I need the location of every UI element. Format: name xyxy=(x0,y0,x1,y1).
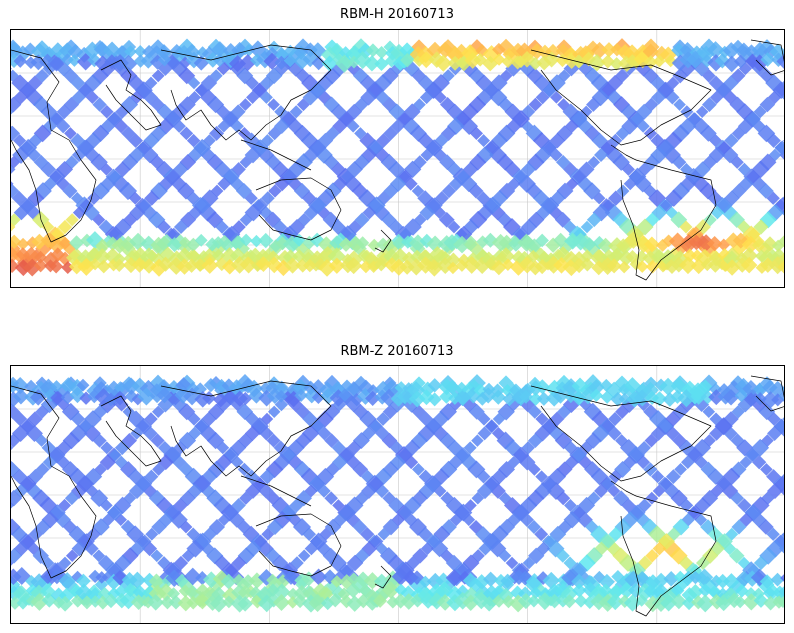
map-canvas-rbm-z xyxy=(11,366,784,623)
panel-title-rbm-h: RBM-H 20160713 xyxy=(340,7,454,22)
coastlines xyxy=(11,375,784,617)
map-panel-rbm-z xyxy=(10,365,785,624)
map-panel-rbm-h xyxy=(10,29,785,288)
satellite-swaths xyxy=(11,38,784,277)
coastlines xyxy=(11,39,784,281)
panel-title-rbm-z: RBM-Z 20160713 xyxy=(340,344,454,359)
map-canvas-rbm-h xyxy=(11,30,784,287)
satellite-swaths xyxy=(11,373,784,613)
